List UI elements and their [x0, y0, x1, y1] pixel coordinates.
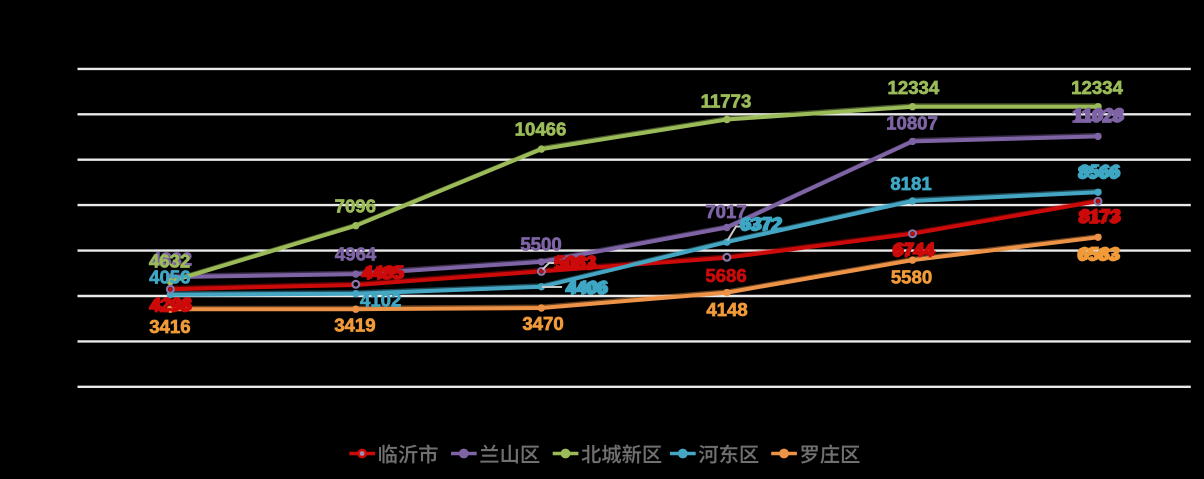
svg-text:4148: 4148 — [706, 299, 747, 320]
svg-text:4056: 4056 — [149, 267, 190, 288]
svg-text:10807: 10807 — [886, 112, 938, 133]
svg-text:4964: 4964 — [335, 243, 377, 264]
svg-text:3416: 3416 — [149, 316, 190, 337]
svg-text:3419: 3419 — [334, 315, 375, 336]
svg-text:6583: 6583 — [1079, 243, 1120, 264]
svg-text:4406: 4406 — [567, 276, 608, 297]
svg-text:8173: 8173 — [1080, 205, 1121, 226]
svg-text:5083: 5083 — [556, 252, 597, 273]
svg-text:4102: 4102 — [360, 289, 401, 310]
svg-text:12334: 12334 — [1071, 77, 1123, 98]
svg-text:4298: 4298 — [151, 294, 192, 315]
svg-text:11773: 11773 — [701, 91, 752, 112]
svg-text:5500: 5500 — [520, 234, 561, 255]
svg-text:6744: 6744 — [894, 239, 936, 260]
svg-text:11028: 11028 — [1072, 106, 1123, 127]
svg-text:8566: 8566 — [1080, 161, 1121, 182]
svg-text:6744: 6744 — [892, 240, 934, 261]
svg-text:8181: 8181 — [890, 173, 931, 194]
svg-text:10466: 10466 — [515, 119, 567, 140]
svg-text:11028: 11028 — [1074, 104, 1125, 125]
svg-text:7017: 7017 — [705, 201, 746, 222]
svg-text:5083: 5083 — [553, 253, 594, 274]
svg-text:8173: 8173 — [1078, 206, 1119, 227]
svg-text:6372: 6372 — [739, 214, 780, 235]
svg-text:5580: 5580 — [891, 267, 932, 288]
svg-text:4832: 4832 — [151, 248, 192, 269]
svg-text:3470: 3470 — [522, 313, 563, 334]
svg-text:4485: 4485 — [361, 263, 402, 284]
svg-text:6583: 6583 — [1077, 244, 1118, 265]
svg-text:4632: 4632 — [149, 251, 190, 272]
svg-text:5686: 5686 — [705, 265, 746, 286]
svg-text:7096: 7096 — [335, 196, 376, 217]
svg-text:12334: 12334 — [888, 77, 940, 98]
svg-text:6372: 6372 — [742, 213, 783, 234]
svg-text:4406: 4406 — [565, 278, 606, 299]
svg-text:4485: 4485 — [363, 261, 404, 282]
svg-text:8566: 8566 — [1077, 162, 1118, 183]
svg-text:4298: 4298 — [149, 295, 190, 316]
